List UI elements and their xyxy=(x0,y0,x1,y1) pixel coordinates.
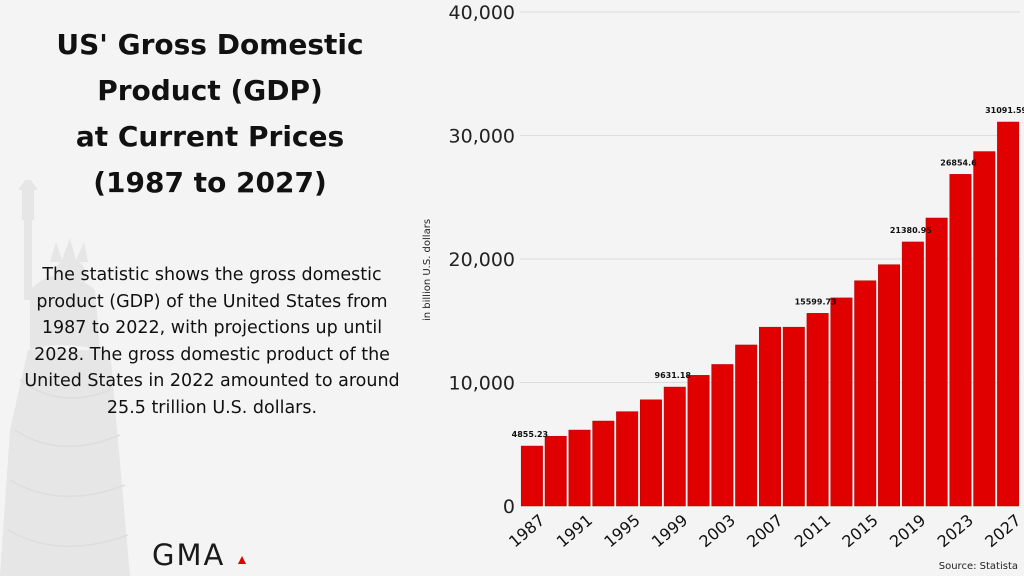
source-note: Source: Statista xyxy=(938,561,1018,572)
bar-2005 xyxy=(735,344,758,507)
x-tick-label: 2011 xyxy=(791,511,834,552)
bar-2009 xyxy=(782,326,805,507)
bar-2017 xyxy=(878,264,901,507)
bar-2013 xyxy=(830,297,853,507)
data-labels: 4855.23 9631.18 15599.73 21380.95 26854.6 310… xyxy=(512,106,1024,439)
bar-2025 xyxy=(973,151,996,507)
y-tick-label: 40,000 xyxy=(449,2,515,24)
title-line: (1987 to 2027) xyxy=(93,166,327,199)
page-title: US' Gross Domestic Product (GDP) at Curr… xyxy=(10,22,410,206)
bars xyxy=(520,121,1020,507)
bar-2023 xyxy=(949,174,972,507)
bar-2007 xyxy=(759,326,781,507)
bar-2003 xyxy=(711,364,734,507)
logo-text: GMA xyxy=(152,538,225,568)
x-tick-label: 2023 xyxy=(934,511,977,552)
title-line: US' Gross Domestic xyxy=(56,28,364,61)
description-text: The statistic shows the gross domestic p… xyxy=(24,265,400,418)
x-axis-ticks: 1987 1991 1995 1999 2003 2007 2011 2015 2019 2023… xyxy=(505,511,1024,552)
x-tick-label: 1995 xyxy=(600,511,643,552)
data-label: 4855.23 xyxy=(512,430,548,439)
bar-2001 xyxy=(687,375,710,507)
data-label: 26854.6 xyxy=(940,158,977,167)
logo-accent xyxy=(238,556,246,564)
data-label: 15599.73 xyxy=(795,297,837,306)
data-label: 21380.95 xyxy=(890,226,932,235)
bar-2021 xyxy=(925,217,948,507)
bar-2011 xyxy=(806,313,829,507)
y-tick-label: 30,000 xyxy=(449,126,515,148)
x-tick-label: 1999 xyxy=(648,511,691,552)
x-tick-label: 2015 xyxy=(838,511,881,552)
x-tick-label: 2027 xyxy=(981,511,1024,552)
y-tick-label: 20,000 xyxy=(449,249,515,271)
bar-2027 xyxy=(997,121,1020,507)
x-tick-label: 2019 xyxy=(886,511,929,552)
data-label: 31091.59 xyxy=(985,106,1024,115)
title-line: at Current Prices xyxy=(75,120,345,153)
x-tick-label: 2003 xyxy=(696,511,739,552)
x-tick-label: 1991 xyxy=(553,511,596,552)
bar-2019 xyxy=(901,241,924,507)
x-tick-label: 2007 xyxy=(743,511,786,552)
gma-logo: GMA xyxy=(152,538,246,568)
data-label: 9631.18 xyxy=(655,371,692,380)
y-axis-label: in billion U.S. dollars xyxy=(422,219,433,321)
y-tick-label: 10,000 xyxy=(449,373,515,395)
bar-1993 xyxy=(592,420,615,507)
bar-1995 xyxy=(616,411,639,507)
title-line: Product (GDP) xyxy=(97,74,323,107)
bar-2015 xyxy=(854,280,877,507)
bar-1999 xyxy=(663,386,686,507)
gdp-bar-chart: 0 10,000 20,000 30,000 40,000 4855.23 9631.18… xyxy=(422,2,1024,552)
bar-1991 xyxy=(568,429,591,507)
bar-1987 xyxy=(520,445,543,507)
y-axis-ticks: 0 10,000 20,000 30,000 40,000 xyxy=(449,2,515,518)
left-panel: US' Gross Domestic Product (GDP) at Curr… xyxy=(0,0,420,576)
statue-of-liberty-watermark xyxy=(0,180,130,576)
bar-1997 xyxy=(639,399,662,507)
y-tick-label: 0 xyxy=(503,496,515,518)
bar-1989 xyxy=(544,435,567,507)
